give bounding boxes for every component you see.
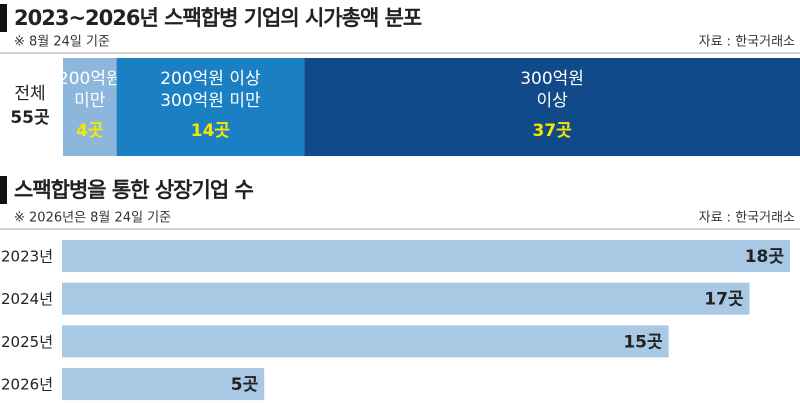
bar-segment	[63, 58, 117, 156]
segment-label: 200억원 이상	[160, 69, 261, 89]
bar	[62, 282, 750, 315]
bar	[62, 240, 790, 272]
value-label: 18곳	[745, 247, 785, 267]
bar	[62, 368, 265, 401]
value-label: 5곳	[231, 375, 259, 395]
value-label: 17곳	[704, 290, 744, 310]
y-tick-label: 2024년	[1, 290, 53, 308]
subtitle: ※ 2026년은 8월 24일 기준	[14, 211, 171, 226]
segment-label: 300억원 미만	[160, 91, 261, 111]
segment-label: 이상	[536, 91, 568, 111]
subtitle: ※ 8월 24일 기준	[14, 35, 110, 50]
value-label: 15곳	[623, 332, 663, 352]
y-tick-label: 2025년	[1, 333, 53, 351]
segment-label: 미만	[74, 91, 106, 111]
value-label: 4곳	[76, 121, 104, 141]
chart-title: 2023~2026년 스팩합병 기업의 시가총액 분포	[14, 6, 422, 30]
value-label: 14곳	[191, 121, 231, 141]
total-label: 55곳	[10, 108, 50, 128]
title-marker	[0, 4, 7, 32]
source: 자료 : 한국거래소	[699, 211, 795, 226]
chart-title: 스팩합병을 통한 상장기업 수	[14, 178, 253, 202]
bar-segment	[116, 58, 305, 156]
bar	[62, 325, 669, 358]
segment-label: 200억원	[58, 69, 122, 89]
source: 자료 : 한국거래소	[699, 35, 795, 50]
value-label: 37곳	[532, 121, 572, 141]
row-label: 전체	[14, 84, 45, 104]
y-tick-label: 2023년	[1, 248, 53, 266]
bar-segment	[304, 58, 800, 156]
y-tick-label: 2026년	[1, 376, 53, 394]
segment-label: 300억원	[520, 69, 584, 89]
title-marker	[0, 176, 7, 204]
